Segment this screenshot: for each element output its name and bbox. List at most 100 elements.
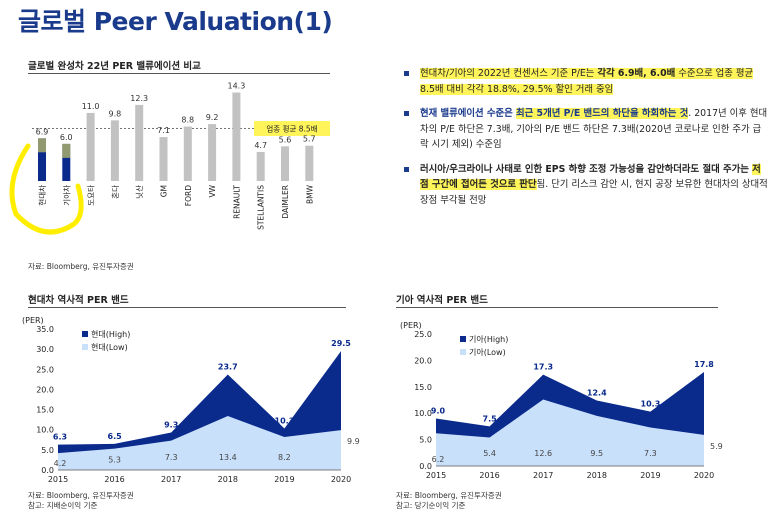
low-band-area xyxy=(58,416,341,470)
bar-7 xyxy=(183,126,192,181)
y-tick-label: 15.0 xyxy=(36,406,54,415)
legend-high-swatch xyxy=(460,336,466,342)
kia-per-band-chart: 0.0 5.0 10.0 15.0 20.0 25.0(PER) 2015 9.0 6.2 201… xyxy=(400,321,723,480)
hyundai-chart-note: 참고: 지배순이익 기준 xyxy=(28,501,98,510)
x-tick-label: 2018 xyxy=(587,471,607,480)
hyundai-chart-source: 자료: Bloomberg, 유진투자증권 xyxy=(28,491,134,500)
x-tick-label: 2016 xyxy=(479,471,499,480)
low-band-area xyxy=(436,399,704,466)
hyundai-chart-title-rule xyxy=(28,307,346,308)
bullet-2-highlight: 최근 5개년 P/E 밴드의 하단을 하회하는 것 xyxy=(516,108,689,119)
x-tick-label: 2015 xyxy=(48,475,68,484)
high-value-label: 10.3 xyxy=(641,400,661,409)
low-value-label: 5.3 xyxy=(108,456,121,465)
category-label: 기아차 xyxy=(61,185,71,206)
low-value-label: 12.6 xyxy=(534,449,552,458)
x-tick-label: 2020 xyxy=(694,471,714,480)
x-tick-label: 2016 xyxy=(104,475,124,484)
category-label: GM xyxy=(160,185,169,197)
bar-1 xyxy=(38,138,46,181)
per-bar-chart: 업종 평균 8.5배 6.9 현대차 6.0 기아차 11.0 도요타 9.8 혼다 12.3 닛산… xyxy=(9,82,330,235)
bar-top-highlight xyxy=(38,138,46,153)
y-tick-label: 5.0 xyxy=(419,436,432,445)
bar-value-label: 11.0 xyxy=(82,102,100,111)
bar-10 xyxy=(256,151,265,181)
bar-12 xyxy=(305,145,314,181)
y-tick-label: 35.0 xyxy=(36,325,54,334)
bar-value-label: 8.8 xyxy=(181,116,194,125)
y-unit-label: (PER) xyxy=(400,321,422,330)
bar-chart-source: 자료: Bloomberg, 유진투자증권 xyxy=(28,262,134,271)
category-label: DAIMLER xyxy=(281,185,290,219)
high-value-label: 9.3 xyxy=(164,421,178,430)
high-value-label: 10.3 xyxy=(275,417,295,426)
hand-drawn-highlight-circle xyxy=(9,143,84,235)
bullet-marker xyxy=(404,111,409,116)
bullet-2-post: . 2017년 이후 현대차의 P/E 하단은 7.3배, 기아의 P/E 밴드… xyxy=(420,108,768,150)
high-value-label: 6.5 xyxy=(108,432,123,441)
average-label-highlight xyxy=(254,121,330,136)
bullet-3-bold: 러시아/우크라이나 사태로 인한 EPS 하향 조정 가능성을 감안하더라도 절… xyxy=(420,163,753,175)
y-tick-label: 25.0 xyxy=(414,330,432,339)
y-tick-label: 30.0 xyxy=(36,345,54,354)
low-value-label: 4.2 xyxy=(54,459,67,468)
legend-high-label: 현대(High) xyxy=(91,330,130,339)
y-tick-label: 20.0 xyxy=(36,385,54,394)
bullet-2-bold: 현재 밸류에이션 수준은 xyxy=(420,108,517,119)
bullet-3: 러시아/우크라이나 사태로 인한 EPS 하향 조정 가능성을 감안하더라도 절… xyxy=(400,162,768,209)
category-label: STELLANTIS xyxy=(257,185,266,230)
bar-value-label: 5.7 xyxy=(303,135,316,144)
y-unit-label: (PER) xyxy=(22,316,44,325)
bullet-1-text: 현대차/기아의 2022년 컨센서스 기준 P/E는 각각 6.9배, 6.0배… xyxy=(420,68,754,95)
bar-value-label: 6.0 xyxy=(60,133,73,142)
high-value-label: 7.5 xyxy=(483,414,498,423)
bar-chart-title: 글로벌 완성차 22년 PER 밸류에이션 비교 xyxy=(28,61,201,72)
kia-chart-source: 자료: Bloomberg, 유진투자증권 xyxy=(396,491,502,500)
x-tick-label: 2015 xyxy=(426,471,446,480)
high-value-label: 29.5 xyxy=(331,339,351,348)
low-value-label: 9.9 xyxy=(347,437,360,446)
page-title: 글로벌 Peer Valuation(1) xyxy=(18,7,333,36)
low-value-label: 7.3 xyxy=(165,453,178,462)
x-tick-label: 2018 xyxy=(218,475,238,484)
y-tick-label: 15.0 xyxy=(414,383,432,392)
y-tick-label: 0.0 xyxy=(419,462,432,471)
bar-2 xyxy=(62,143,71,181)
y-tick-label: 25.0 xyxy=(36,365,54,374)
legend-low-swatch xyxy=(82,344,88,350)
bullet-2: 현재 밸류에이션 수준은 최근 5개년 P/E 밴드의 하단을 하회하는 것. … xyxy=(400,106,768,153)
x-tick-label: 2017 xyxy=(161,475,181,484)
low-value-label: 13.4 xyxy=(219,453,237,462)
legend-high-label: 기아(High) xyxy=(469,334,508,344)
bar-5 xyxy=(135,104,144,181)
low-value-label: 5.4 xyxy=(483,449,496,458)
average-label: 업종 평균 8.5배 xyxy=(266,124,317,134)
bar-value-label: 6.9 xyxy=(36,127,49,136)
x-tick-label: 2017 xyxy=(533,471,553,480)
legend-low-swatch xyxy=(460,349,466,355)
bar-11 xyxy=(281,146,289,181)
category-label: 닛산 xyxy=(134,185,144,199)
kia-chart-title-rule xyxy=(396,307,718,308)
y-tick-label: 10.0 xyxy=(36,426,54,435)
bar-9 xyxy=(232,92,241,181)
bar-value-label: 12.3 xyxy=(130,94,148,103)
hyundai-chart-title: 현대차 역사적 PER 밴드 xyxy=(28,295,129,306)
bar-top-highlight xyxy=(62,143,71,158)
x-tick-label: 2019 xyxy=(640,471,660,480)
y-tick-label: 10.0 xyxy=(414,409,432,418)
legend-low-label: 기아(Low) xyxy=(469,347,506,357)
bar-value-label: 9.2 xyxy=(206,113,219,122)
legend-low-label: 현대(Low) xyxy=(91,343,128,352)
bar-6 xyxy=(159,137,168,181)
high-value-label: 12.4 xyxy=(587,389,607,398)
high-value-label: 17.8 xyxy=(694,360,714,369)
x-tick-label: 2019 xyxy=(274,475,294,484)
y-tick-label: 20.0 xyxy=(414,356,432,365)
category-label: 혼다 xyxy=(110,185,120,199)
bar-value-label: 4.7 xyxy=(254,141,267,150)
kia-chart-note: 참고: 당기순이익 기준 xyxy=(396,501,466,510)
low-value-label: 5.9 xyxy=(710,442,723,451)
bullet-1-post: 수준으로 업종 평균 8.5배 대비 각각 18.8%, 29.5% 할인 거래… xyxy=(420,68,754,95)
bar-value-label: 5.6 xyxy=(279,135,292,144)
